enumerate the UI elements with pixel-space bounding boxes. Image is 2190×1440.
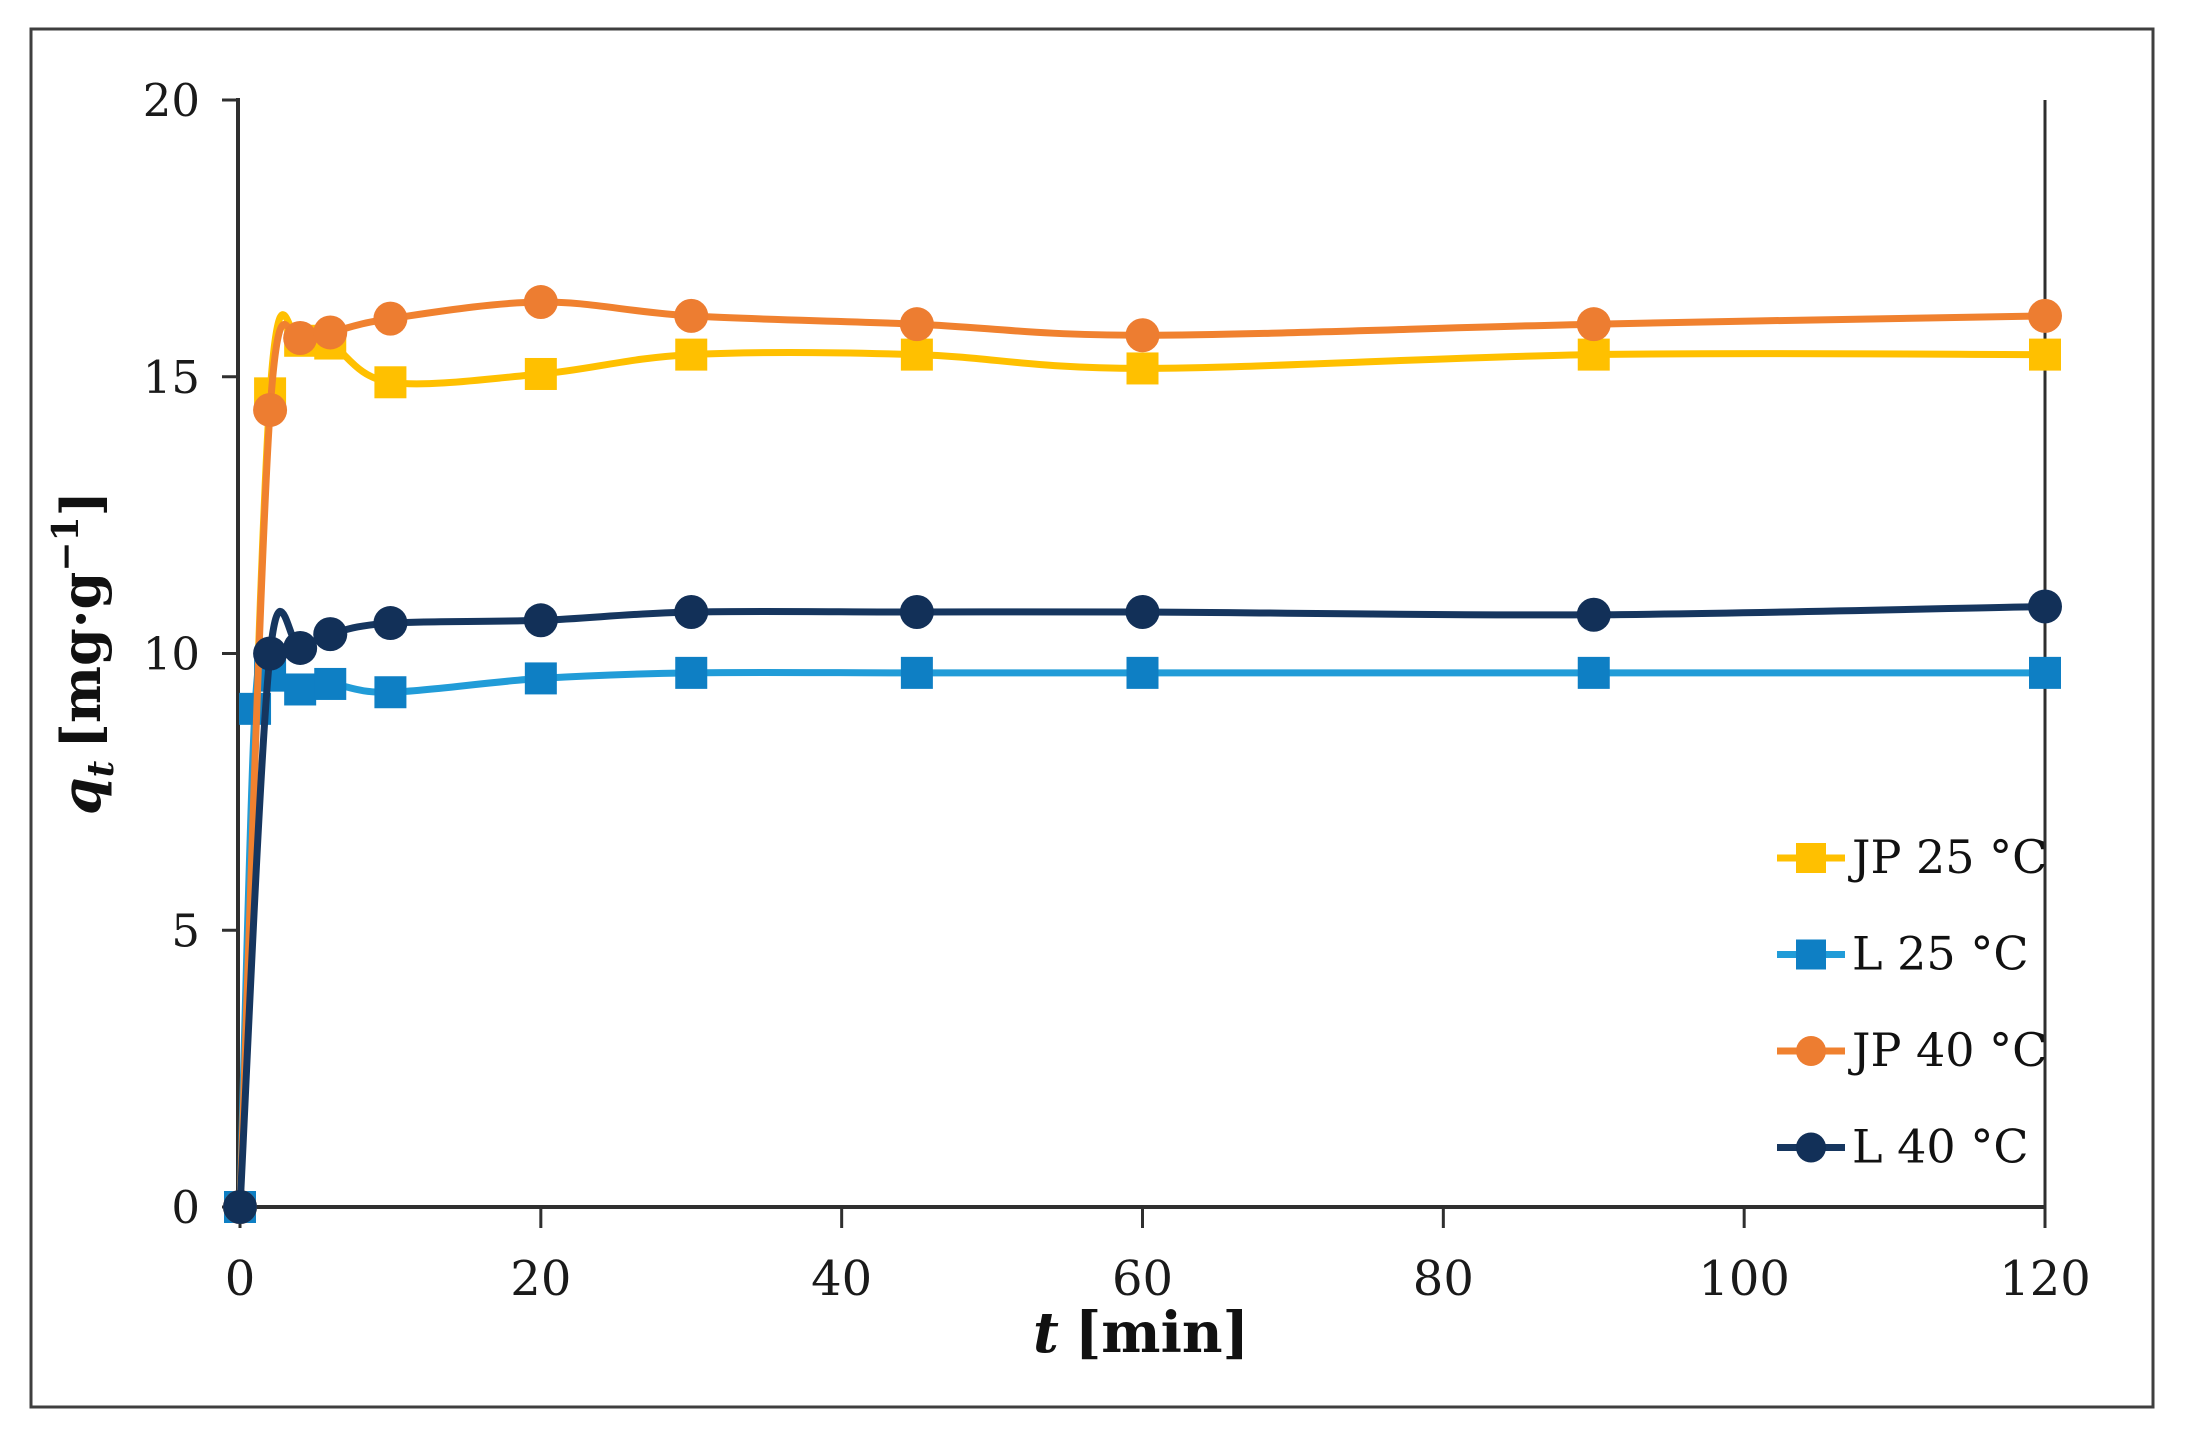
legend-label-l-25-c: L 25 °C [1852,927,2029,981]
marker-jp-40-c-30 [674,298,709,333]
marker-l-40-c-2 [253,636,288,671]
marker-l-25-c-20 [524,662,557,695]
marker-l-25-c-4 [284,673,317,706]
marker-jp-25-c-30 [675,338,708,371]
marker-l-25-c-30 [675,656,708,689]
marker-l-40-c-45 [899,594,934,629]
series-jp-25-c [224,311,2061,1223]
y-axis-title: qt[mg·g−1] [45,491,122,815]
marker-jp-40-c-60 [1125,318,1160,353]
marker-l-40-c-10 [373,606,408,641]
marker-l-40-c-90 [1576,597,1611,632]
legend-item-l-40-c: L 40 °C [1777,1120,2029,1174]
legend: JP 25 °C L 25 °C JP 40 °C L 40 °C [1777,830,2047,1174]
legend-swatch-l-25-c [1796,939,1826,970]
marker-l-40-c-6 [313,617,348,652]
marker-l-40-c-4 [283,630,318,665]
marker-jp-40-c-2 [253,392,288,427]
legend-label-jp-25-c: JP 25 °C [1848,830,2047,884]
marker-jp-25-c-10 [374,366,407,399]
legend-item-l-25-c: L 25 °C [1777,927,2029,981]
marker-jp-40-c-10 [373,301,408,336]
marker-jp-25-c-45 [900,338,933,371]
legend-label-jp-40-c: JP 40 °C [1848,1023,2047,1077]
marker-jp-40-c-120 [2028,298,2062,333]
marker-jp-25-c-60 [1126,352,1159,385]
marker-jp-40-c-45 [899,307,934,342]
x-axis-title: t [min] [1033,1300,1249,1366]
y-tick-label-10: 10 [143,628,200,681]
legend-item-jp-40-c: JP 40 °C [1777,1023,2047,1077]
series-l-25-c [224,656,2061,1223]
legend-swatch-l-40-c [1796,1132,1826,1163]
series-line-l-40-c [236,603,2049,1211]
y-tick-label-20: 20 [143,74,200,127]
legend-swatch-jp-40-c [1796,1036,1826,1066]
series-l-40-c [223,589,2062,1224]
marker-l-40-c-60 [1125,594,1160,629]
marker-jp-40-c-20 [523,285,558,320]
marker-jp-25-c-120 [2029,338,2061,371]
series-line-jp-25-c [236,311,2049,1211]
legend-label-l-40-c: L 40 °C [1852,1120,2029,1174]
y-tick-label-15: 15 [143,351,200,404]
marker-l-25-c-120 [2029,656,2061,689]
marker-l-25-c-10 [374,676,407,709]
marker-jp-40-c-90 [1576,307,1611,342]
marker-jp-25-c-90 [1577,338,1610,371]
y-tick-label-0: 0 [171,1181,200,1234]
marker-l-40-c-120 [2028,589,2062,624]
series-line-l-25-c [236,656,2049,1211]
marker-l-25-c-6 [314,667,347,700]
x-tick-label-20: 20 [510,1251,571,1307]
marker-l-25-c-45 [900,656,933,689]
figure-border [29,27,2155,1409]
legend-swatch-jp-25-c [1796,843,1826,873]
x-tick-label-0: 0 [225,1251,256,1307]
x-tick-label-60: 60 [1112,1251,1173,1307]
x-tick-label-40: 40 [811,1251,872,1307]
marker-l-40-c-30 [674,594,709,629]
y-tick-label-5: 5 [171,904,200,957]
x-tick-label-80: 80 [1413,1251,1474,1307]
x-tick-label-100: 100 [1698,1251,1790,1307]
series-jp-40-c [223,285,2062,1224]
marker-jp-40-c-6 [313,315,348,350]
marker-jp-40-c-4 [283,321,318,356]
marker-l-25-c-90 [1577,656,1610,689]
marker-l-25-c-60 [1126,656,1159,689]
marker-jp-25-c-20 [524,357,557,390]
marker-l-40-c-0 [223,1190,257,1224]
x-tick-label-120: 120 [1999,1251,2091,1307]
series-line-jp-40-c [236,298,2049,1211]
legend-item-jp-25-c: JP 25 °C [1777,830,2047,884]
marker-l-40-c-20 [523,603,558,638]
